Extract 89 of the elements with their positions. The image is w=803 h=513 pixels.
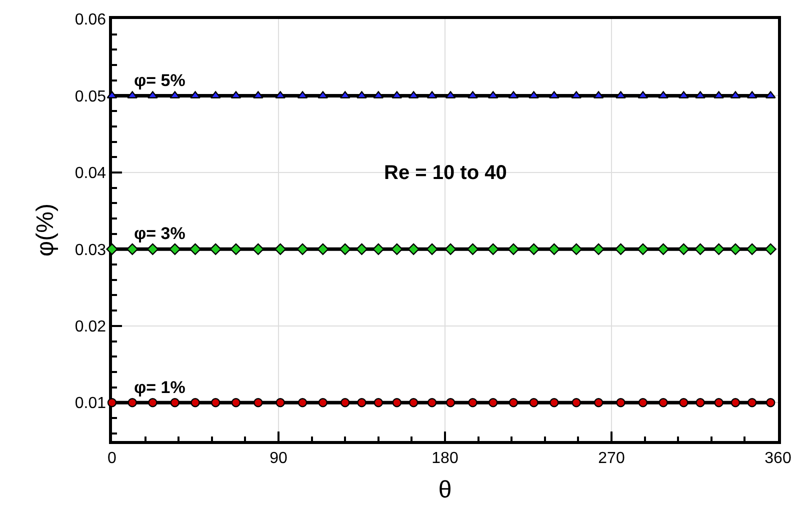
y-tick-label: 0.05: [74, 88, 106, 106]
x-axis-title: θ: [438, 476, 452, 504]
point: [190, 398, 200, 408]
x-tick-label: 270: [598, 450, 625, 467]
point: [592, 243, 604, 255]
point: [694, 243, 706, 255]
point: [679, 398, 688, 408]
point: [148, 398, 158, 408]
point: [211, 398, 220, 408]
series-label: φ= 1%: [134, 378, 186, 397]
point: [550, 398, 559, 408]
point: [713, 243, 725, 255]
x-tick-label: 90: [270, 450, 288, 467]
series-label: φ= 3%: [134, 224, 186, 243]
point: [508, 243, 520, 255]
point: [254, 398, 263, 408]
point: [274, 243, 286, 255]
point: [340, 398, 350, 408]
point: [746, 243, 758, 255]
point: [528, 243, 540, 255]
point: [427, 398, 437, 408]
y-tick-label: 0.01: [74, 395, 106, 412]
point: [298, 398, 308, 408]
x-tick-label: 360: [764, 450, 792, 467]
point: [678, 243, 690, 255]
point: [170, 398, 180, 408]
point: [748, 398, 757, 408]
point: [638, 398, 648, 408]
point: [488, 398, 498, 408]
point: [487, 243, 499, 255]
point: [318, 398, 328, 408]
point: [446, 398, 456, 408]
point: [374, 398, 383, 408]
point: [658, 398, 668, 408]
point: [392, 398, 402, 408]
point: [696, 398, 705, 408]
x-tick-label: 180: [432, 450, 458, 467]
point: [126, 243, 138, 255]
point: [508, 398, 518, 408]
point: [372, 243, 384, 255]
point: [190, 91, 200, 98]
point: [107, 398, 117, 408]
point: [356, 243, 368, 255]
y-tick-label: 0.03: [74, 242, 106, 259]
point: [730, 398, 740, 408]
point: [658, 243, 670, 255]
annotation: Re = 10 to 40: [384, 162, 507, 184]
point: [614, 243, 627, 255]
point: [616, 91, 626, 98]
point: [714, 398, 724, 408]
point: [468, 398, 478, 408]
point: [764, 243, 776, 255]
x-tick-label: 0: [108, 450, 117, 467]
point: [106, 243, 118, 255]
point: [317, 243, 329, 255]
point: [408, 243, 420, 255]
point: [169, 243, 181, 255]
point: [637, 243, 649, 255]
point: [357, 398, 366, 408]
point: [444, 243, 456, 255]
y-tick-label: 0.06: [74, 12, 106, 29]
point: [616, 398, 626, 408]
point: [210, 243, 222, 255]
point: [230, 243, 242, 255]
point: [466, 243, 479, 255]
point: [128, 398, 137, 408]
point: [296, 243, 308, 255]
point: [252, 243, 264, 255]
point: [391, 243, 403, 255]
y-tick-label: 0.02: [74, 318, 106, 336]
point: [189, 243, 202, 255]
y-tick-label: 0.04: [74, 165, 106, 182]
point: [529, 398, 538, 408]
point: [356, 91, 367, 98]
point: [572, 398, 581, 408]
point: [408, 398, 418, 408]
point: [468, 91, 478, 98]
point: [548, 243, 560, 255]
y-axis-title: φ(%): [32, 204, 60, 256]
point: [426, 243, 438, 255]
point: [730, 243, 742, 255]
point: [570, 243, 582, 255]
series-label: φ= 5%: [134, 71, 186, 90]
point: [231, 398, 241, 408]
point: [276, 398, 285, 408]
point: [339, 243, 351, 255]
point: [766, 398, 776, 408]
point: [594, 398, 604, 408]
point: [146, 243, 158, 255]
